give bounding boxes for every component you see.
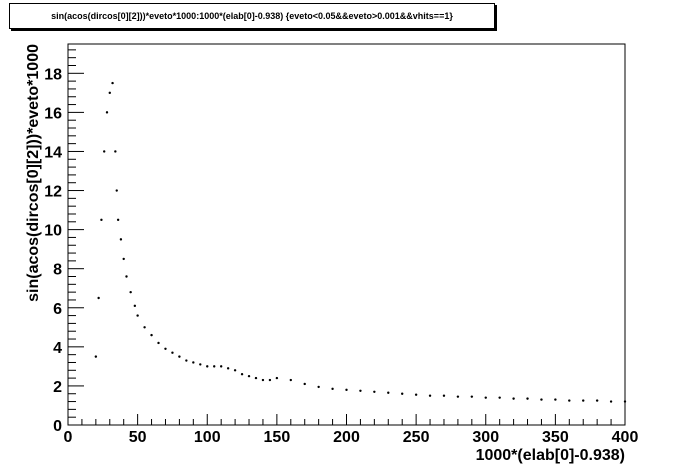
y-tick-label: 6 xyxy=(53,301,62,318)
x-tick-label: 200 xyxy=(333,429,360,446)
data-point xyxy=(595,399,599,402)
data-point xyxy=(105,111,109,114)
data-point xyxy=(554,398,557,401)
data-point xyxy=(136,314,139,317)
y-axis-title: sin(acos(dircos[0][2]))*eveto*1000 xyxy=(25,44,42,302)
data-point xyxy=(150,333,153,337)
data-point xyxy=(185,359,188,362)
data-point xyxy=(133,304,137,308)
plot-title: sin(acos(dircos[0][2]))*eveto*1000:1000*… xyxy=(9,3,495,29)
data-point xyxy=(582,399,585,402)
data-point xyxy=(233,369,237,372)
data-point xyxy=(345,388,348,392)
y-axis: 0 2 4 6 8 10 12 14 16 18 xyxy=(44,49,84,435)
data-point xyxy=(623,400,627,403)
data-point xyxy=(268,378,272,382)
data-point xyxy=(178,355,181,358)
x-axis: 0 50 100 150 200 250 300 350 400 xyxy=(64,414,639,446)
data-point xyxy=(387,391,390,394)
y-tick-label: 0 xyxy=(53,418,62,435)
data-point xyxy=(115,189,118,192)
data-point xyxy=(122,257,125,261)
data-point xyxy=(456,395,460,398)
data-point xyxy=(247,374,251,378)
x-tick-label: 250 xyxy=(403,429,430,446)
x-tick-label: 300 xyxy=(472,429,499,446)
data-point xyxy=(114,150,117,153)
data-point xyxy=(213,365,216,368)
plot-frame xyxy=(67,43,626,426)
data-point xyxy=(442,394,446,397)
x-tick-label: 150 xyxy=(264,429,291,446)
data-point xyxy=(498,396,501,399)
data-point xyxy=(254,376,258,380)
data-point xyxy=(192,361,195,364)
data-point xyxy=(129,290,132,294)
y-tick-label: 8 xyxy=(53,262,62,279)
data-point xyxy=(261,378,265,382)
data-point xyxy=(125,275,128,278)
data-point xyxy=(609,400,613,403)
data-point xyxy=(359,389,362,393)
data-point xyxy=(171,351,174,354)
data-point xyxy=(317,385,320,389)
data-point xyxy=(240,373,244,376)
data-point xyxy=(164,347,167,350)
data-point xyxy=(331,387,334,391)
x-tick-label: 350 xyxy=(542,429,569,446)
data-point xyxy=(540,398,543,401)
data-point xyxy=(97,296,100,300)
data-point xyxy=(526,397,529,400)
data-point xyxy=(94,355,98,358)
y-tick-label: 12 xyxy=(44,184,62,201)
data-point xyxy=(568,399,571,402)
data-point xyxy=(116,218,120,222)
data-point xyxy=(512,397,515,400)
data-point xyxy=(226,367,230,370)
x-tick-label: 400 xyxy=(612,429,639,446)
x-tick-label: 0 xyxy=(64,429,73,446)
data-point xyxy=(143,326,146,329)
x-axis-title: 1000*(elab[0]-0.938) xyxy=(476,447,625,464)
data-point xyxy=(206,365,209,368)
data-point xyxy=(103,150,106,153)
y-tick-label: 4 xyxy=(53,340,62,357)
data-point xyxy=(414,393,418,396)
y-tick-label: 2 xyxy=(53,379,62,396)
data-points xyxy=(94,81,627,403)
data-point xyxy=(470,395,474,398)
data-point xyxy=(157,341,160,345)
data-point xyxy=(428,394,432,397)
data-point xyxy=(100,218,103,222)
data-point xyxy=(108,91,111,95)
y-tick-label: 16 xyxy=(44,105,62,122)
data-point xyxy=(111,81,114,85)
data-point xyxy=(289,378,292,382)
x-tick-label: 100 xyxy=(194,429,221,446)
data-point xyxy=(199,363,202,366)
data-point xyxy=(275,376,279,380)
data-point xyxy=(303,382,306,386)
y-tick-label: 10 xyxy=(44,223,62,240)
y-tick-label: 18 xyxy=(44,66,62,83)
x-tick-label: 50 xyxy=(129,429,147,446)
y-tick-label: 14 xyxy=(44,144,62,161)
data-point xyxy=(373,390,376,393)
data-point xyxy=(119,238,123,241)
data-point xyxy=(401,392,404,395)
data-point xyxy=(219,365,223,368)
data-point xyxy=(484,396,487,399)
